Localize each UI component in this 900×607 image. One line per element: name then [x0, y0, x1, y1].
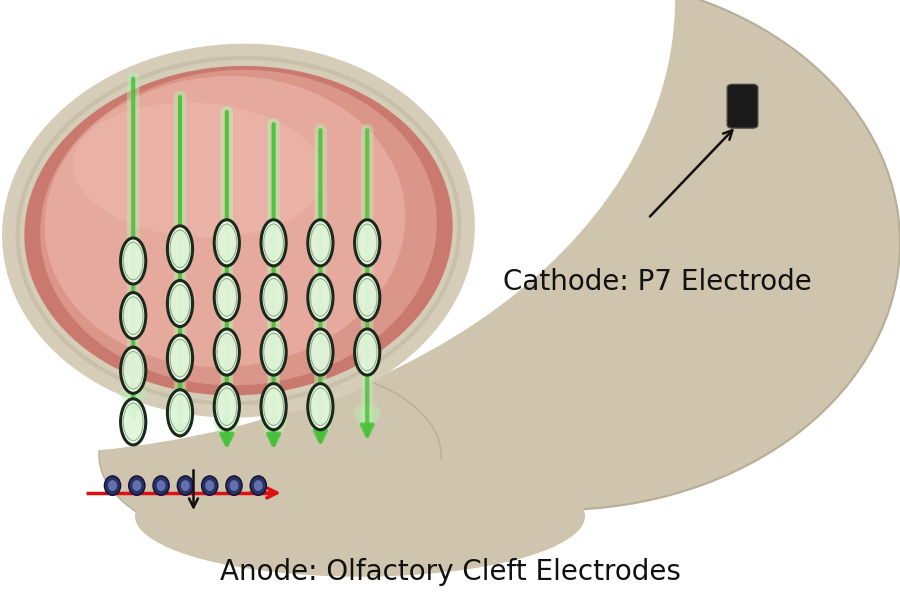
- Ellipse shape: [166, 388, 194, 437]
- Ellipse shape: [213, 273, 240, 322]
- Ellipse shape: [354, 273, 381, 322]
- Ellipse shape: [213, 382, 240, 431]
- Ellipse shape: [217, 279, 237, 316]
- Ellipse shape: [170, 230, 190, 268]
- Ellipse shape: [213, 219, 240, 267]
- Ellipse shape: [307, 273, 334, 322]
- Ellipse shape: [357, 224, 377, 262]
- Ellipse shape: [310, 224, 330, 262]
- Ellipse shape: [123, 403, 143, 441]
- Ellipse shape: [40, 70, 436, 385]
- Ellipse shape: [22, 61, 454, 401]
- FancyBboxPatch shape: [727, 84, 758, 128]
- Ellipse shape: [230, 480, 238, 491]
- Ellipse shape: [217, 333, 237, 371]
- Ellipse shape: [264, 333, 284, 371]
- Ellipse shape: [120, 291, 147, 340]
- Ellipse shape: [217, 224, 237, 262]
- Ellipse shape: [216, 0, 900, 510]
- Ellipse shape: [226, 476, 242, 495]
- Ellipse shape: [157, 480, 166, 491]
- Ellipse shape: [45, 76, 405, 367]
- Wedge shape: [0, 0, 675, 455]
- Ellipse shape: [99, 364, 441, 546]
- Ellipse shape: [73, 103, 323, 237]
- Ellipse shape: [354, 328, 381, 376]
- Ellipse shape: [123, 297, 143, 334]
- Ellipse shape: [354, 219, 381, 267]
- Ellipse shape: [307, 382, 334, 431]
- Ellipse shape: [310, 388, 330, 426]
- Ellipse shape: [181, 480, 190, 491]
- Ellipse shape: [120, 237, 147, 285]
- Ellipse shape: [307, 328, 334, 376]
- Ellipse shape: [357, 333, 377, 371]
- Ellipse shape: [108, 480, 117, 491]
- Text: Anode: Olfactory Cleft Electrodes: Anode: Olfactory Cleft Electrodes: [220, 558, 680, 586]
- Ellipse shape: [166, 334, 194, 382]
- Ellipse shape: [170, 394, 190, 432]
- Ellipse shape: [254, 480, 263, 491]
- Ellipse shape: [120, 346, 147, 395]
- Ellipse shape: [40, 70, 436, 385]
- Ellipse shape: [123, 242, 143, 280]
- Ellipse shape: [129, 476, 145, 495]
- Ellipse shape: [22, 61, 454, 401]
- Ellipse shape: [166, 225, 194, 273]
- Ellipse shape: [307, 219, 334, 267]
- Ellipse shape: [264, 388, 284, 426]
- Ellipse shape: [260, 328, 287, 376]
- Ellipse shape: [120, 398, 147, 446]
- Ellipse shape: [310, 279, 330, 316]
- Ellipse shape: [170, 339, 190, 377]
- Ellipse shape: [213, 328, 240, 376]
- Ellipse shape: [202, 476, 218, 495]
- Ellipse shape: [123, 351, 143, 389]
- Ellipse shape: [217, 388, 237, 426]
- Ellipse shape: [153, 476, 169, 495]
- Ellipse shape: [166, 279, 194, 328]
- Ellipse shape: [260, 382, 287, 431]
- Ellipse shape: [264, 279, 284, 316]
- Ellipse shape: [170, 285, 190, 322]
- Ellipse shape: [310, 333, 330, 371]
- Ellipse shape: [45, 76, 405, 367]
- Ellipse shape: [177, 476, 194, 495]
- Ellipse shape: [250, 476, 266, 495]
- Ellipse shape: [104, 476, 121, 495]
- Ellipse shape: [205, 480, 214, 491]
- Ellipse shape: [132, 480, 141, 491]
- Ellipse shape: [260, 219, 287, 267]
- Ellipse shape: [260, 273, 287, 322]
- Ellipse shape: [264, 224, 284, 262]
- Ellipse shape: [135, 455, 585, 577]
- Ellipse shape: [357, 279, 377, 316]
- Text: Cathode: P7 Electrode: Cathode: P7 Electrode: [502, 268, 812, 296]
